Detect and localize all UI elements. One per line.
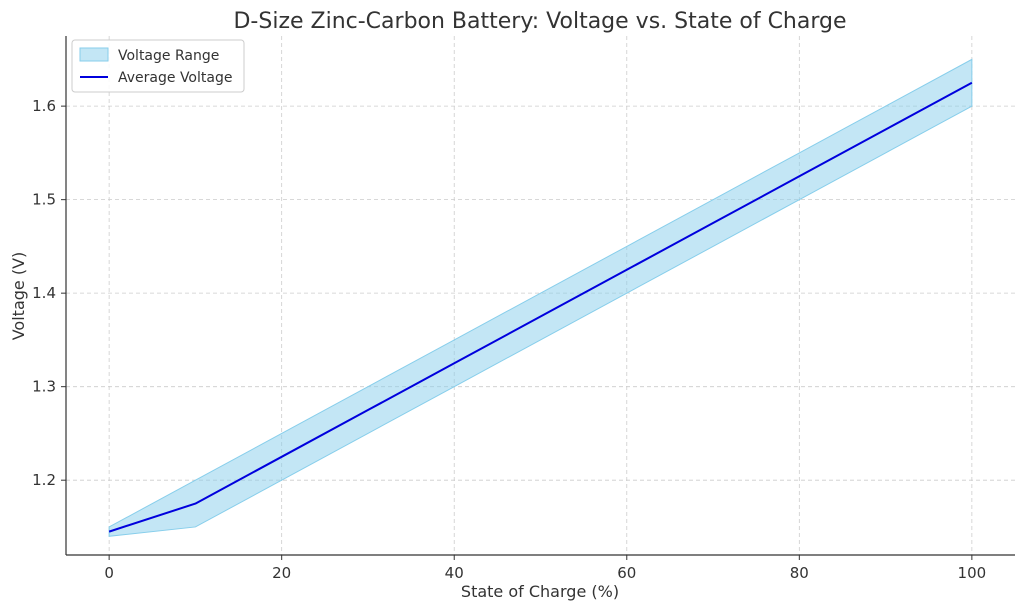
legend-voltage-range-swatch	[79, 47, 109, 62]
tick-labels: 0 20 40 60 80 100 1.2 1.3 1.4 1.5 1.6	[32, 97, 986, 582]
legend-voltage-range-label: Voltage Range	[118, 48, 219, 64]
x-tick-label: 100	[958, 564, 987, 582]
y-tick-label: 1.3	[32, 378, 56, 396]
legend-average-voltage-label: Average Voltage	[118, 70, 232, 86]
x-tick-label: 0	[104, 564, 114, 582]
x-axis-title: State of Charge (%)	[461, 582, 619, 601]
average-voltage-line-layer	[108, 81, 973, 533]
voltage-range-band	[108, 58, 973, 537]
legend: Voltage Range Average Voltage	[71, 39, 245, 93]
axes	[61, 36, 1015, 560]
y-tick-label: 1.6	[32, 97, 56, 115]
x-tick-label: 40	[445, 564, 464, 582]
average-voltage-line	[108, 81, 973, 533]
grid	[66, 36, 1015, 555]
x-tick-label: 60	[617, 564, 636, 582]
voltage-range-band-layer	[108, 58, 973, 537]
y-axis-title: Voltage (V)	[9, 252, 28, 341]
y-tick-label: 1.2	[32, 471, 56, 489]
y-tick-label: 1.5	[32, 191, 56, 209]
y-tick-label: 1.4	[32, 284, 56, 302]
x-tick-label: 80	[790, 564, 809, 582]
chart-title: D-Size Zinc-Carbon Battery: Voltage vs. …	[233, 9, 846, 34]
legend-box	[71, 39, 245, 93]
x-tick-label: 20	[272, 564, 291, 582]
